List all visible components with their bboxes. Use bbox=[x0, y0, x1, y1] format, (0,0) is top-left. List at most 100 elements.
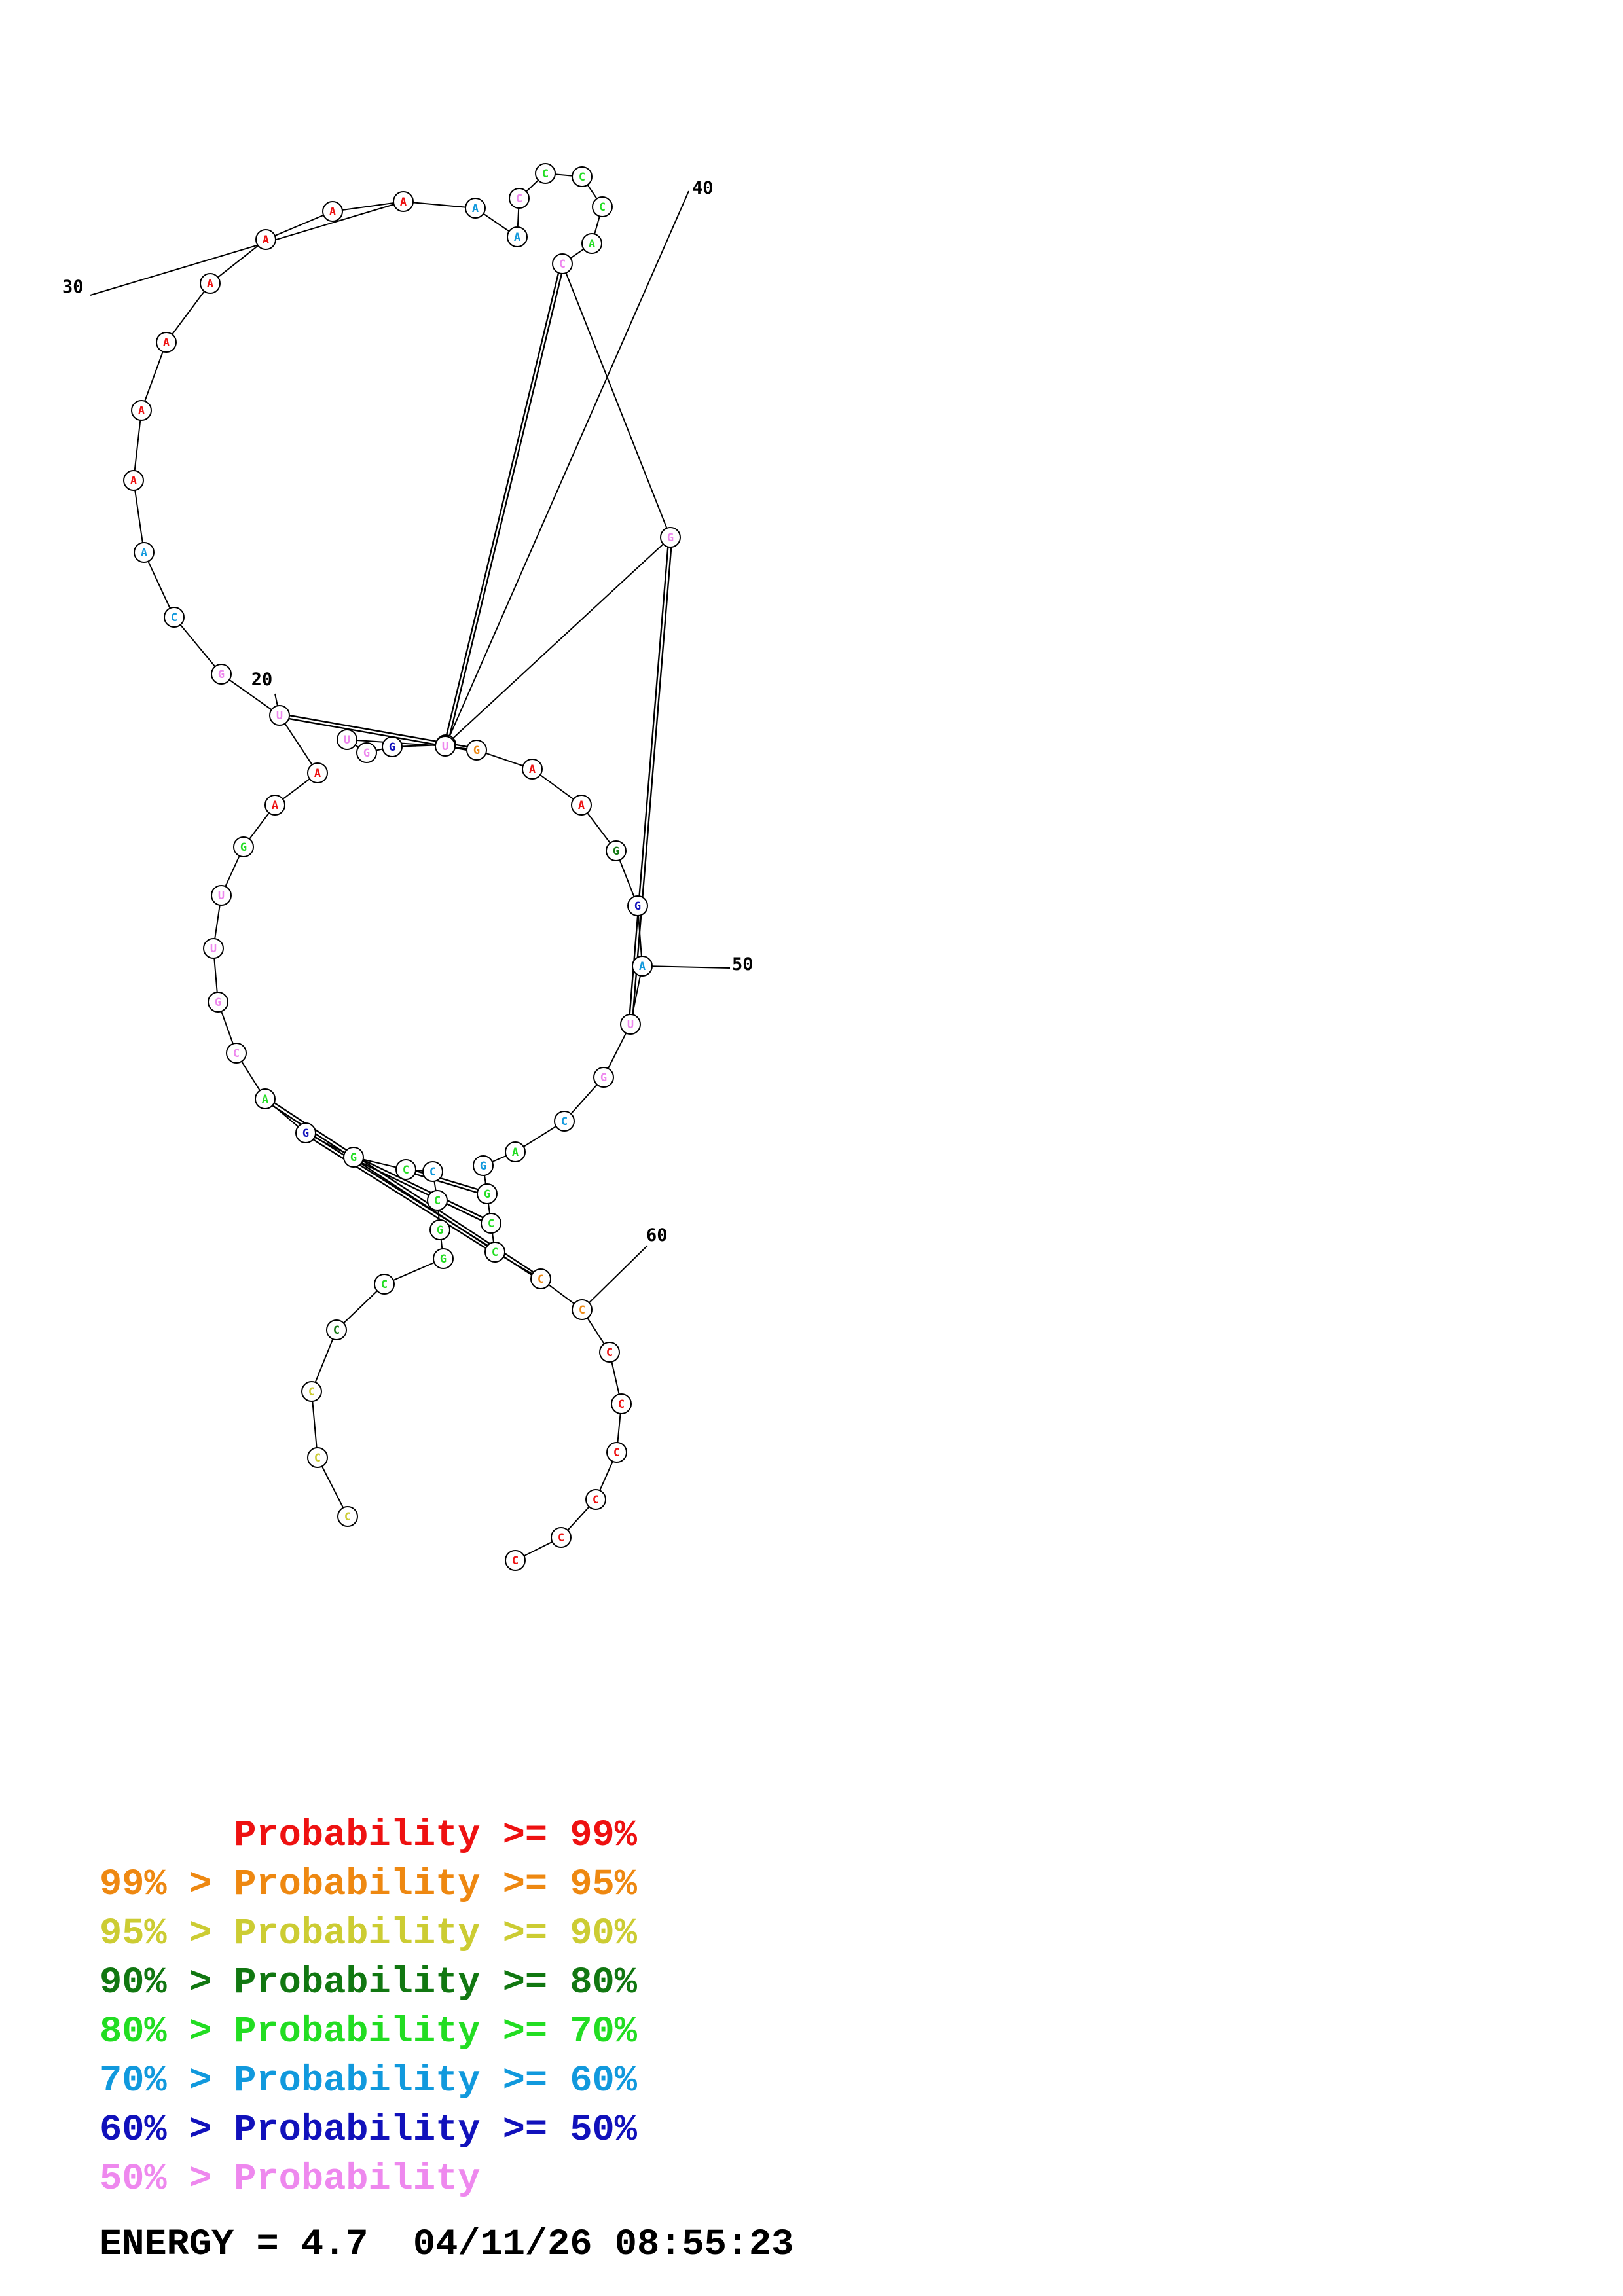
nucleotide-67: C bbox=[505, 1550, 526, 1571]
nucleotide-29: A bbox=[255, 229, 276, 250]
nucleotide-52: U bbox=[620, 1014, 641, 1035]
legend-prefix: 80% > bbox=[100, 2011, 234, 2053]
nucleotide-circle bbox=[592, 196, 613, 217]
nucleotide-12: G bbox=[295, 1122, 316, 1143]
base-pair-line bbox=[405, 1170, 487, 1196]
nucleotide-18: G bbox=[233, 836, 254, 857]
nucleotide-54: C bbox=[554, 1111, 575, 1132]
nucleotide-circle bbox=[427, 1190, 448, 1211]
nucleotide-circle bbox=[226, 1043, 247, 1064]
nucleotide-56: G bbox=[473, 1155, 494, 1176]
nucleotide-36: C bbox=[572, 166, 593, 187]
nucleotide-base: A bbox=[141, 547, 147, 560]
nucleotide-base: C bbox=[579, 171, 585, 184]
legend-suffix: >= 60% bbox=[480, 2060, 637, 2102]
legend-label: Probability bbox=[234, 1864, 481, 1906]
nucleotide-base: A bbox=[207, 278, 213, 291]
nucleotide-circle bbox=[552, 253, 573, 274]
nucleotide-circle bbox=[255, 229, 276, 250]
nucleotide-base: G bbox=[600, 1071, 607, 1085]
nucleotide-21: U bbox=[269, 705, 290, 726]
nucleotide-45: U bbox=[435, 736, 456, 757]
nucleotide-base: G bbox=[440, 1253, 447, 1266]
nucleotide-circle bbox=[611, 1393, 632, 1414]
legend-label: Probability bbox=[234, 1962, 481, 2004]
nucleotide-19: A bbox=[264, 795, 285, 816]
nucleotide-base: A bbox=[529, 763, 536, 776]
nucleotide-11: G bbox=[343, 1147, 364, 1168]
nucleotide-base: C bbox=[492, 1246, 498, 1259]
nucleotide-circle bbox=[660, 527, 681, 548]
backbone-layer bbox=[132, 172, 672, 1561]
nucleotide-base: A bbox=[130, 475, 137, 488]
nucleotide-base: G bbox=[302, 1127, 309, 1140]
nucleotide-25: A bbox=[123, 470, 144, 491]
index-label-30: 30 bbox=[62, 277, 84, 297]
nucleotide-circle bbox=[505, 1141, 526, 1162]
legend-prefix: 70% > bbox=[100, 2060, 234, 2102]
nucleotide-base: G bbox=[613, 845, 619, 858]
legend-prefix: 90% > bbox=[100, 1962, 234, 2004]
nucleotide-circle bbox=[264, 795, 285, 816]
nucleotide-base: C bbox=[516, 192, 522, 206]
nucleotide-circle bbox=[509, 188, 530, 209]
nucleotide-circle bbox=[233, 836, 254, 857]
timestamp: 04/11/26 08:55:23 bbox=[412, 2224, 794, 2266]
nucleotide-circle bbox=[572, 1299, 593, 1320]
nucleotide-base: C bbox=[613, 1446, 620, 1460]
nucleotide-base: A bbox=[163, 336, 170, 350]
nucleotide-base: C bbox=[599, 201, 606, 214]
legend-row-5: 80% > Probability >= 70% bbox=[100, 2008, 637, 2057]
nucleotide-base: C bbox=[344, 1511, 351, 1524]
nucleotide-20: A bbox=[307, 762, 328, 783]
nucleotide-base: C bbox=[542, 168, 549, 181]
nucleotide-circle bbox=[466, 740, 487, 761]
nucleotide-base: U bbox=[276, 709, 283, 723]
nucleotide-55: A bbox=[505, 1141, 526, 1162]
nucleotide-base: C bbox=[171, 611, 177, 624]
nucleotide-base: A bbox=[263, 234, 269, 247]
legend-label: Probability bbox=[234, 2011, 481, 2053]
nucleotide-circle bbox=[255, 1088, 276, 1109]
nucleotide-42: G bbox=[382, 736, 403, 757]
nucleotide-base: C bbox=[538, 1273, 544, 1286]
nucleotide-base: G bbox=[437, 1224, 443, 1237]
nucleotide-circle bbox=[337, 1506, 358, 1527]
nucleotide-circle bbox=[477, 1183, 498, 1204]
nucleotide-base: C bbox=[606, 1346, 613, 1359]
base-pair-line bbox=[447, 264, 565, 745]
nucleotide-circle bbox=[632, 956, 653, 977]
nucleotide-33: A bbox=[507, 226, 528, 247]
nucleotide-circle bbox=[473, 1155, 494, 1176]
nucleotide-circle bbox=[269, 705, 290, 726]
nucleotide-46: G bbox=[466, 740, 487, 761]
nucleotide-circle bbox=[211, 664, 232, 685]
nucleotide-base: C bbox=[314, 1452, 321, 1465]
nucleotide-base: C bbox=[579, 1304, 585, 1317]
index-tick-40 bbox=[445, 190, 689, 745]
nucleotide-16: U bbox=[203, 938, 224, 959]
legend-row-2: 99% > Probability >= 95% bbox=[100, 1861, 637, 1910]
nucleotide-base: U bbox=[627, 1018, 634, 1031]
nucleotide-base: G bbox=[218, 668, 225, 681]
nucleotide-base: C bbox=[308, 1386, 315, 1399]
nucleotide-circle bbox=[322, 201, 343, 222]
nucleotide-base: C bbox=[233, 1047, 240, 1060]
nucleotide-4: C bbox=[326, 1319, 347, 1340]
nucleotide-base: A bbox=[262, 1093, 268, 1106]
legend-label: Probability bbox=[234, 1913, 481, 1955]
nucleotide-circle bbox=[211, 885, 232, 906]
nucleotide-13: A bbox=[255, 1088, 276, 1109]
nucleotide-base: U bbox=[218, 889, 225, 903]
nucleotide-34: C bbox=[509, 188, 530, 209]
nucleotide-8: C bbox=[427, 1190, 448, 1211]
nucleotide-22: G bbox=[211, 664, 232, 685]
nucleotide-15: G bbox=[208, 992, 228, 1013]
nucleotide-65: C bbox=[585, 1489, 606, 1510]
nucleotide-6: G bbox=[433, 1248, 454, 1269]
nucleotide-circle bbox=[134, 542, 155, 563]
nucleotide-39: C bbox=[552, 253, 573, 274]
nucleotide-base: A bbox=[314, 767, 321, 780]
base-pair-line bbox=[631, 537, 673, 1025]
